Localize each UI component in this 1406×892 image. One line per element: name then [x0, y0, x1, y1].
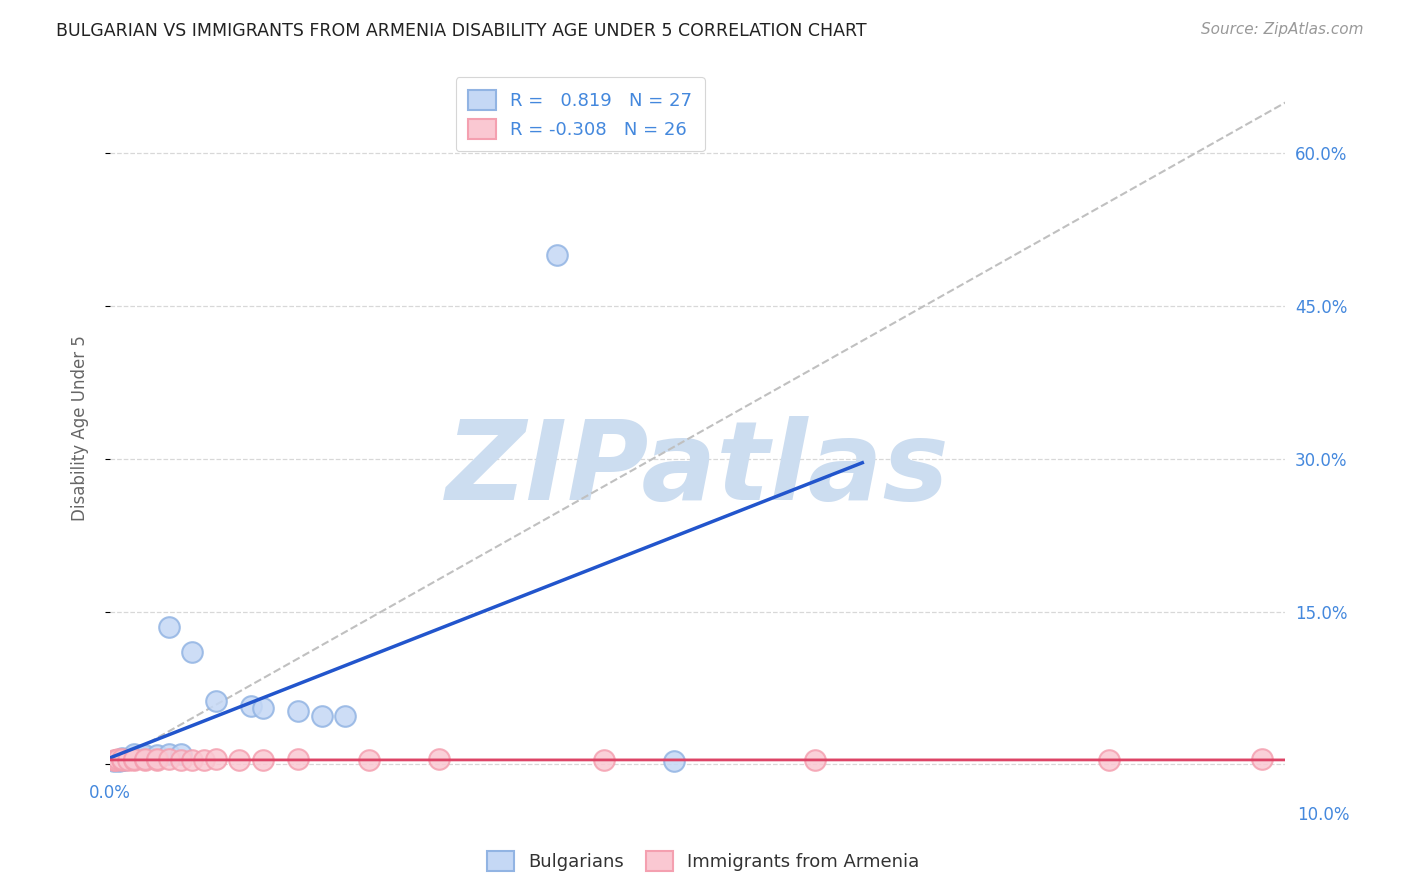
- Point: [157, 620, 180, 634]
- Point: [146, 752, 169, 766]
- Point: [104, 753, 127, 767]
- Point: [427, 752, 450, 766]
- Point: [134, 752, 156, 766]
- Legend: Bulgarians, Immigrants from Armenia: Bulgarians, Immigrants from Armenia: [479, 844, 927, 879]
- Point: [103, 755, 125, 769]
- Point: [117, 752, 139, 766]
- Point: [122, 752, 145, 766]
- Point: [122, 752, 145, 766]
- Point: [252, 753, 274, 767]
- Text: Source: ZipAtlas.com: Source: ZipAtlas.com: [1201, 22, 1364, 37]
- Point: [205, 694, 228, 708]
- Point: [111, 752, 134, 766]
- Point: [169, 753, 191, 767]
- Point: [664, 755, 686, 769]
- Point: [157, 747, 180, 762]
- Point: [134, 750, 156, 764]
- Point: [146, 753, 169, 767]
- Point: [122, 753, 145, 767]
- Point: [252, 701, 274, 715]
- Point: [107, 752, 129, 766]
- Point: [546, 248, 568, 262]
- Point: [287, 752, 309, 766]
- Point: [804, 753, 827, 767]
- Point: [1251, 752, 1274, 766]
- Point: [287, 705, 309, 719]
- Point: [112, 753, 135, 767]
- Point: [205, 752, 228, 766]
- Point: [108, 755, 131, 769]
- Point: [592, 753, 614, 767]
- Point: [111, 752, 134, 766]
- Point: [134, 753, 156, 767]
- Point: [107, 753, 129, 767]
- Point: [122, 750, 145, 764]
- Point: [104, 753, 127, 767]
- Point: [181, 753, 204, 767]
- Point: [146, 748, 169, 763]
- Point: [134, 748, 156, 763]
- Point: [111, 753, 134, 767]
- Point: [157, 752, 180, 766]
- Point: [311, 708, 333, 723]
- Point: [181, 645, 204, 659]
- Point: [122, 747, 145, 762]
- Point: [111, 751, 134, 765]
- Point: [169, 747, 191, 762]
- Y-axis label: Disability Age Under 5: Disability Age Under 5: [72, 335, 89, 521]
- Point: [228, 753, 250, 767]
- Point: [240, 699, 263, 714]
- Point: [1098, 753, 1121, 767]
- Text: BULGARIAN VS IMMIGRANTS FROM ARMENIA DISABILITY AGE UNDER 5 CORRELATION CHART: BULGARIAN VS IMMIGRANTS FROM ARMENIA DIS…: [56, 22, 868, 40]
- Point: [193, 753, 215, 767]
- Text: 10.0%: 10.0%: [1298, 805, 1350, 823]
- Point: [111, 753, 134, 767]
- Point: [357, 753, 380, 767]
- Point: [103, 753, 125, 767]
- Legend: R =   0.819   N = 27, R = -0.308   N = 26: R = 0.819 N = 27, R = -0.308 N = 26: [456, 78, 704, 152]
- Point: [333, 708, 356, 723]
- Text: ZIPatlas: ZIPatlas: [446, 417, 949, 524]
- Point: [117, 753, 139, 767]
